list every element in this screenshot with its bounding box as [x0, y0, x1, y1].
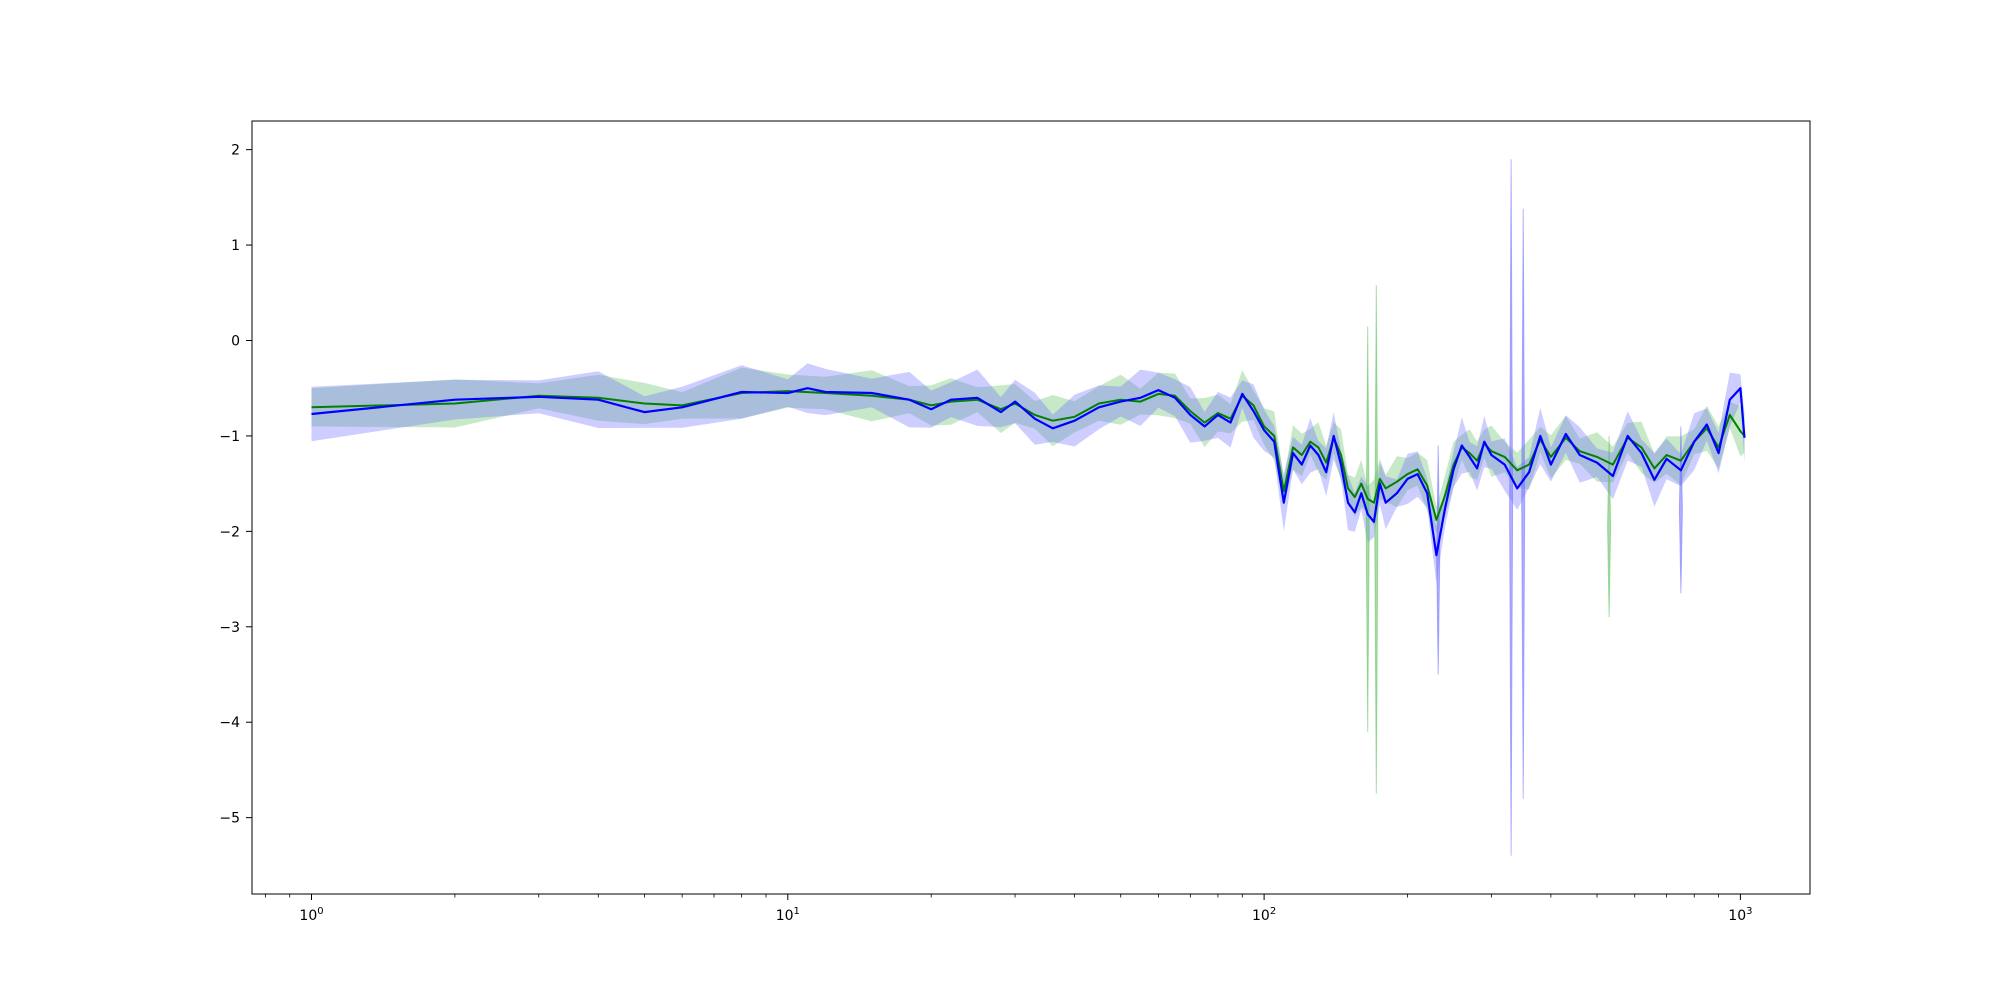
band-spike-2	[1509, 159, 1514, 856]
band-spike-0	[1365, 326, 1370, 732]
series-blue-line	[311, 387, 1746, 557]
y-tick-label: 1	[231, 238, 240, 254]
x-tick-label: 102	[1252, 906, 1276, 924]
axes-frame	[251, 120, 1811, 895]
band-spike-5	[1607, 435, 1612, 618]
y-tick-label: −4	[219, 715, 240, 731]
x-tick-label: 101	[776, 906, 800, 924]
y-tick-label: 0	[231, 333, 240, 349]
series-blue-band	[311, 363, 1745, 584]
x-tick-label: 103	[1728, 906, 1752, 924]
y-tick-label: −2	[219, 524, 240, 540]
series-green-line	[311, 390, 1746, 521]
band-spike-1	[1374, 285, 1379, 794]
y-tick-label: 2	[231, 143, 240, 159]
y-tick-label: −3	[219, 620, 240, 636]
axes: 2 1 0 −1 −2 −3 −4 −5 100 101 102 103	[219, 143, 1752, 924]
y-tick-label: −1	[219, 429, 240, 445]
band-spike-4	[1436, 445, 1441, 675]
plot-area	[311, 159, 1746, 856]
band-spike-3	[1521, 208, 1526, 799]
x-tick-label: 100	[299, 906, 323, 924]
y-tick-label: −5	[219, 811, 240, 827]
